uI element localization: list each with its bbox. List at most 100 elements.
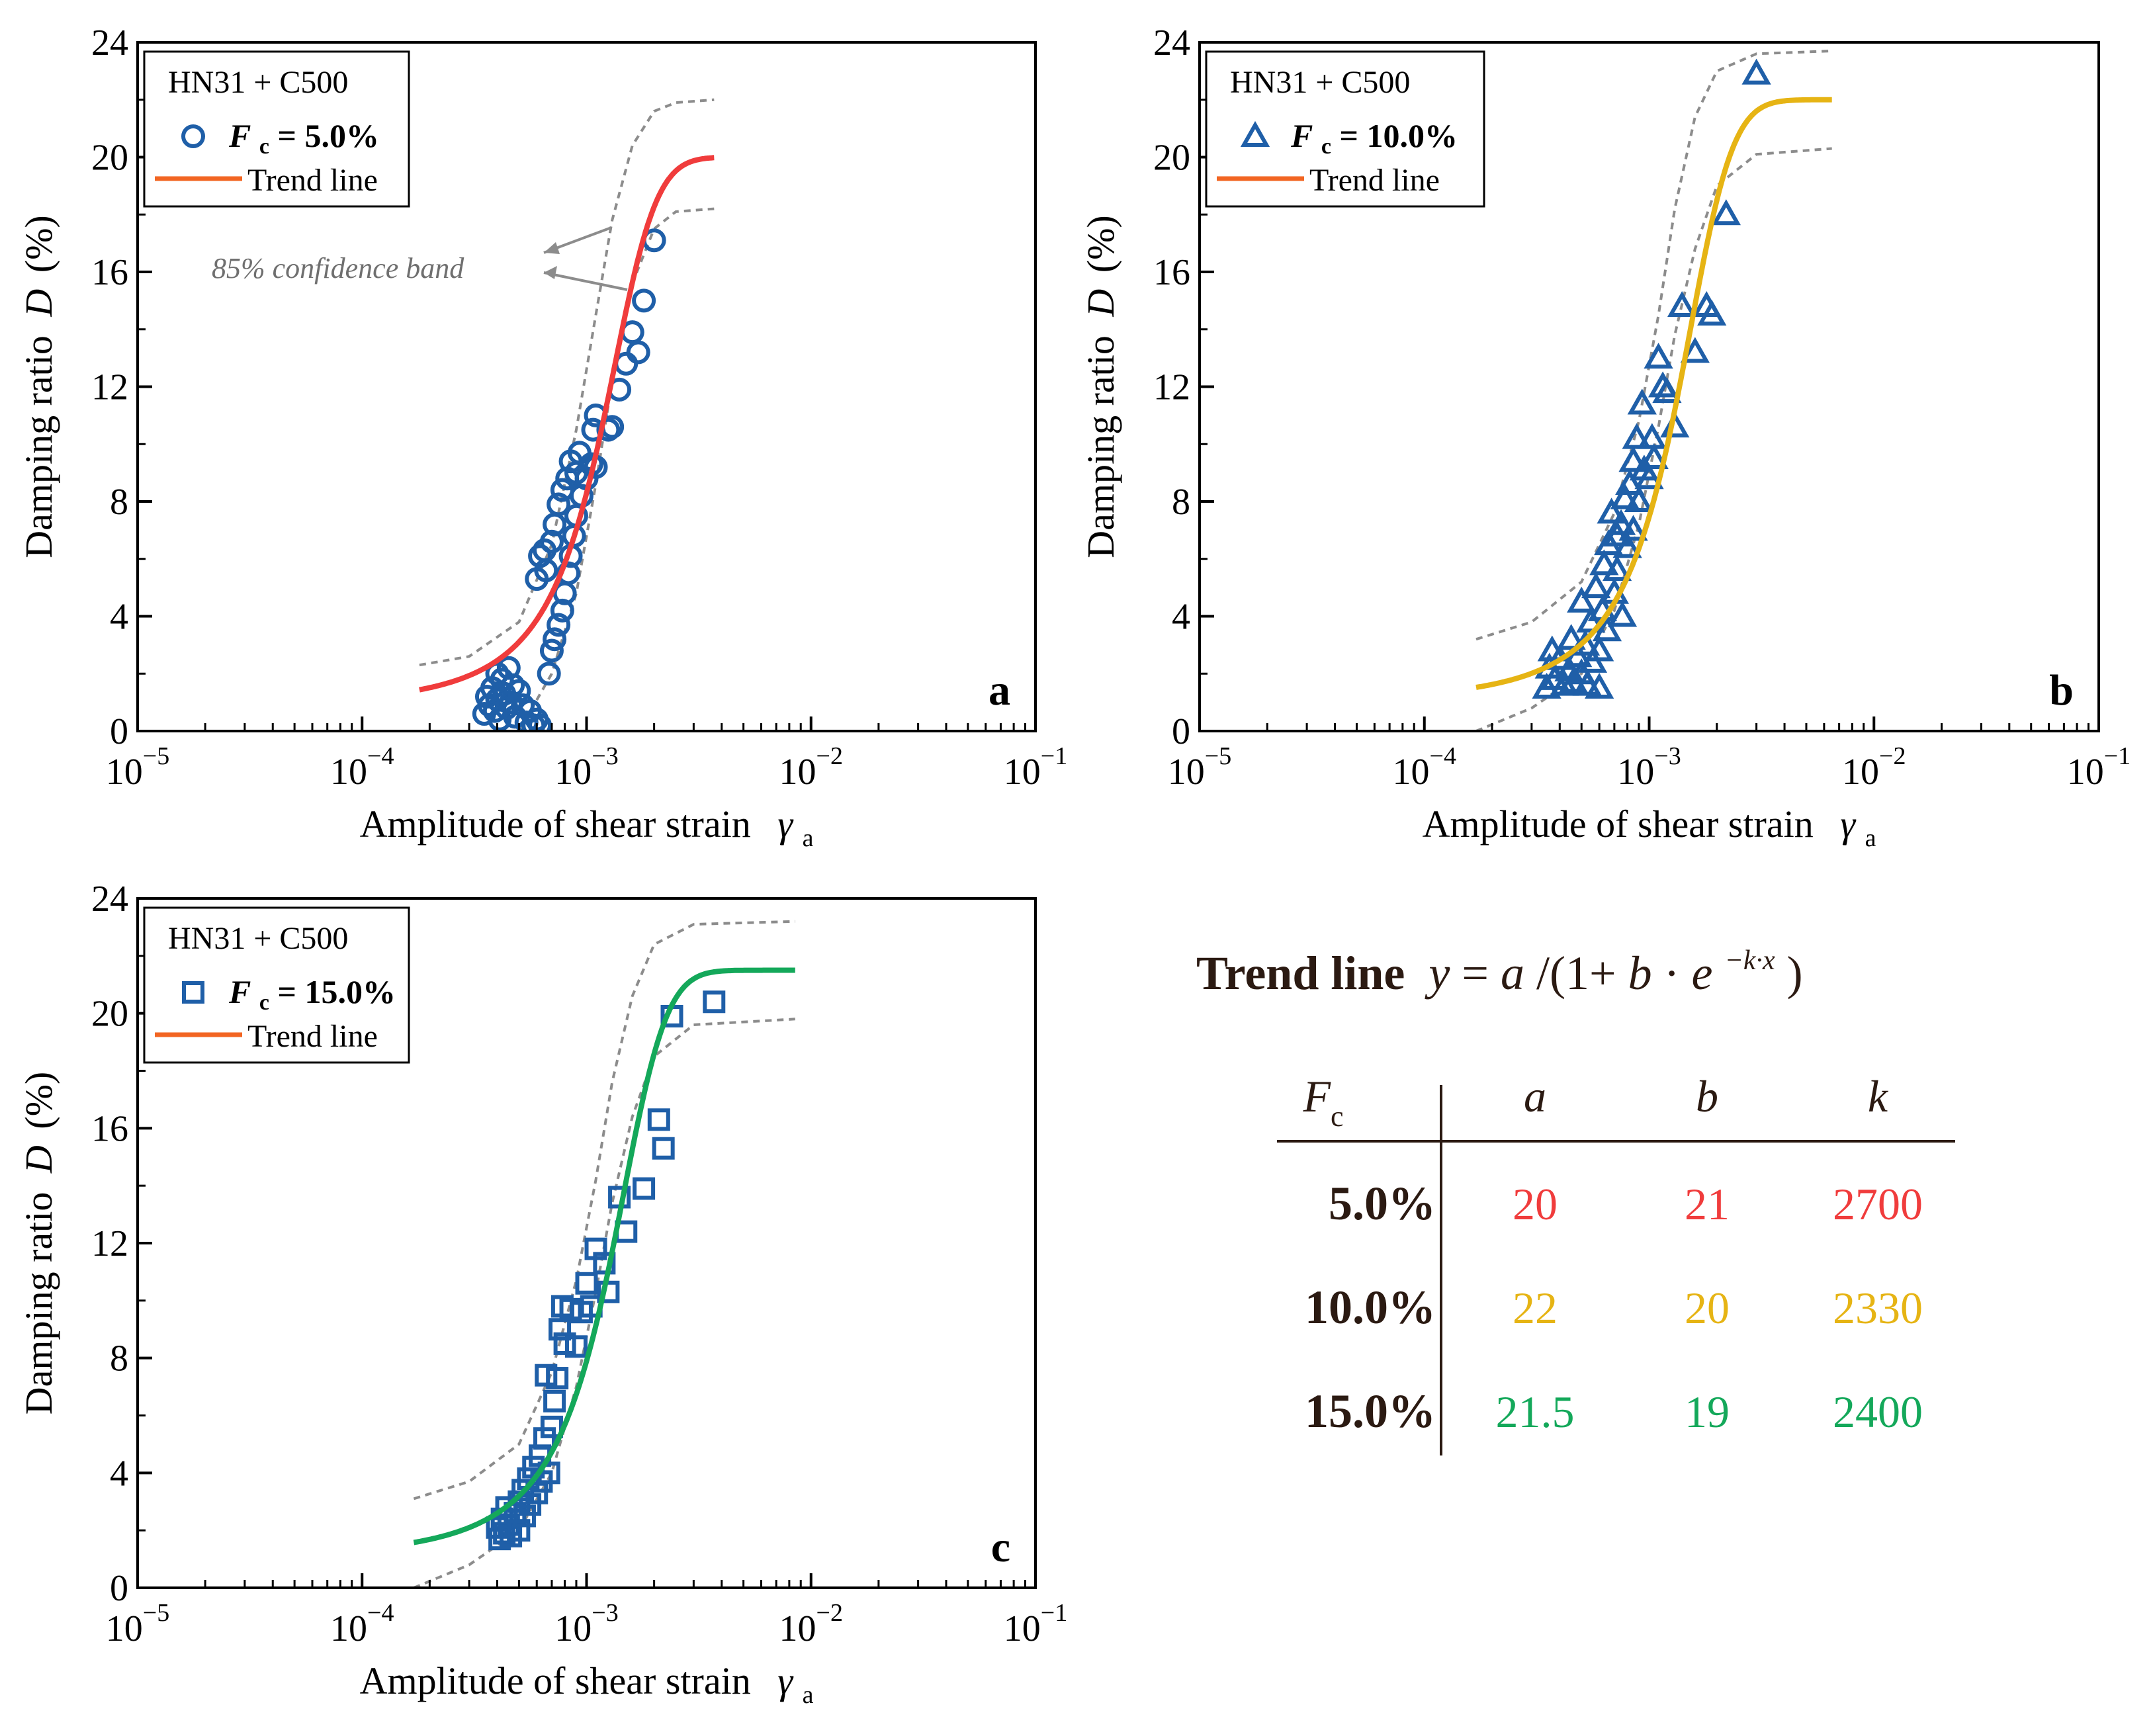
data-point — [533, 1427, 556, 1450]
data-point — [1612, 532, 1642, 558]
panel-a-x-axis-label: Amplitude of shear strain γ a — [360, 803, 814, 852]
data-point — [1637, 423, 1667, 449]
trend-parameter-table: Trend line y = a /(1+ b · e −k·x ) Fc a … — [1196, 945, 1955, 1455]
y-tick-label: 0 — [1172, 711, 1190, 752]
panel-a-x-ticks: 10−5 10−4 10−3 10−2 10−1 — [106, 716, 1067, 793]
x-tick-label: 10−2 — [779, 742, 843, 793]
legend-marker-triangle — [1240, 120, 1270, 147]
y-tick-label: 24 — [1153, 22, 1190, 64]
panel-b-trend-line — [1475, 97, 1832, 690]
table-header-b: b — [1696, 1071, 1718, 1121]
x-tick-label: 10−3 — [1617, 742, 1681, 793]
legend-marker-circle — [181, 124, 205, 148]
confidence-arrow-lower — [543, 271, 628, 291]
panel-a-y-axis-label: Damping ratio D (%) — [17, 215, 60, 558]
x-tick-label: 10−4 — [330, 1599, 394, 1649]
table-header-a: a — [1524, 1071, 1546, 1121]
data-point — [547, 492, 571, 517]
confidence-arrowhead-lower — [544, 266, 557, 279]
y-tick-label: 20 — [91, 994, 128, 1035]
data-point — [514, 710, 539, 731]
y-tick-label: 4 — [110, 1453, 128, 1494]
data-point — [543, 627, 567, 652]
panel-b-legend-title: HN31 + C500 — [1230, 65, 1410, 100]
y-tick-label: 20 — [91, 138, 128, 179]
table-header-k: k — [1868, 1071, 1889, 1121]
data-point — [519, 1493, 542, 1516]
data-point — [1680, 337, 1710, 363]
panel-a-label: a — [989, 666, 1010, 715]
y-tick-label: 24 — [91, 879, 128, 920]
y-tick-label: 4 — [110, 597, 128, 638]
panel-c: 10−5 10−4 10−3 10−2 10−1 0 4 8 12 16 20 24 Amplitu… — [17, 879, 1067, 1709]
data-point — [1711, 199, 1741, 226]
data-point — [1624, 486, 1654, 512]
data-point — [1556, 624, 1586, 650]
panel-c-x-ticks: 10−5 10−4 10−3 10−2 10−1 — [106, 1573, 1067, 1649]
data-point — [1607, 601, 1638, 627]
data-point — [1639, 443, 1669, 469]
panel-a-legend-series-label: F c = 5.0% — [228, 117, 379, 161]
table-cell-a: 21.5 — [1496, 1387, 1575, 1437]
panel-b-legend: HN31 + C500 F c = 10.0% Trend line — [1205, 50, 1485, 208]
panel-c-plot-content — [413, 920, 795, 1588]
table-cell-a: 22 — [1513, 1283, 1558, 1333]
data-point — [507, 679, 531, 703]
y-tick-label: 8 — [110, 1338, 128, 1379]
data-point — [534, 558, 558, 583]
data-point — [501, 673, 525, 697]
panel-b-x-axis-label: Amplitude of shear strain γ a — [1423, 803, 1876, 852]
table-header-fc: Fc — [1302, 1071, 1343, 1133]
panel-a-confidence-band-lower — [517, 207, 715, 731]
data-point — [575, 1272, 598, 1295]
panel-a-legend-marker-circle — [181, 124, 205, 148]
x-tick-label: 10−5 — [1168, 742, 1231, 793]
x-tick-label: 10−1 — [1004, 1599, 1067, 1649]
panel-c-trend-line — [413, 967, 795, 1545]
table-cell-b: 19 — [1685, 1387, 1730, 1437]
data-point — [626, 340, 650, 365]
table-cell-fc: 10.0% — [1305, 1281, 1436, 1334]
data-point — [537, 662, 561, 686]
x-tick-label: 10−2 — [779, 1599, 843, 1649]
table-cell-k: 2400 — [1833, 1387, 1923, 1437]
panel-b-legend-marker-triangle — [1240, 120, 1270, 147]
data-point — [1589, 549, 1619, 576]
data-point — [1697, 299, 1727, 326]
table-cell-b: 20 — [1685, 1283, 1730, 1333]
data-point — [647, 1108, 670, 1131]
panel-a-trend-line — [419, 155, 715, 693]
y-tick-label: 0 — [110, 1568, 128, 1609]
panel-b-legend-series-label: F c = 10.0% — [1290, 117, 1458, 161]
x-tick-label: 10−4 — [330, 742, 394, 793]
data-point — [593, 1252, 616, 1275]
panel-a-y-ticks: 0 4 8 12 16 20 24 — [91, 22, 152, 752]
table-cell-a: 20 — [1513, 1179, 1558, 1229]
panel-a-confidence-annotation: 85% confidence band — [212, 226, 628, 291]
y-tick-label: 16 — [91, 1108, 128, 1149]
panel-a-legend-title: HN31 + C500 — [168, 65, 348, 100]
y-tick-label: 24 — [91, 22, 128, 64]
panel-b: 10−5 10−4 10−3 10−2 10−1 0 4 8 12 16 20 24 Amplitu… — [1079, 22, 2131, 852]
data-point — [1627, 388, 1657, 415]
data-point — [1634, 463, 1664, 490]
y-tick-label: 8 — [110, 482, 128, 523]
y-tick-label: 12 — [91, 367, 128, 408]
data-point — [507, 1519, 531, 1542]
data-point — [513, 1504, 536, 1528]
table-row: 10.0% 22 20 2330 — [1305, 1281, 1923, 1334]
data-point — [1610, 483, 1640, 509]
table-cell-k: 2700 — [1833, 1179, 1923, 1229]
y-tick-label: 8 — [1172, 482, 1190, 523]
data-point — [1581, 572, 1611, 599]
panel-b-plot-content — [1475, 50, 1832, 731]
data-point — [1597, 498, 1626, 524]
y-tick-label: 16 — [1153, 252, 1190, 293]
panel-c-label: c — [991, 1523, 1010, 1571]
data-point — [525, 1481, 549, 1504]
panel-c-legend-series-label: F c = 15.0% — [228, 973, 396, 1017]
data-point — [485, 662, 509, 686]
data-point — [1606, 509, 1636, 535]
legend-marker-square — [182, 981, 204, 1004]
